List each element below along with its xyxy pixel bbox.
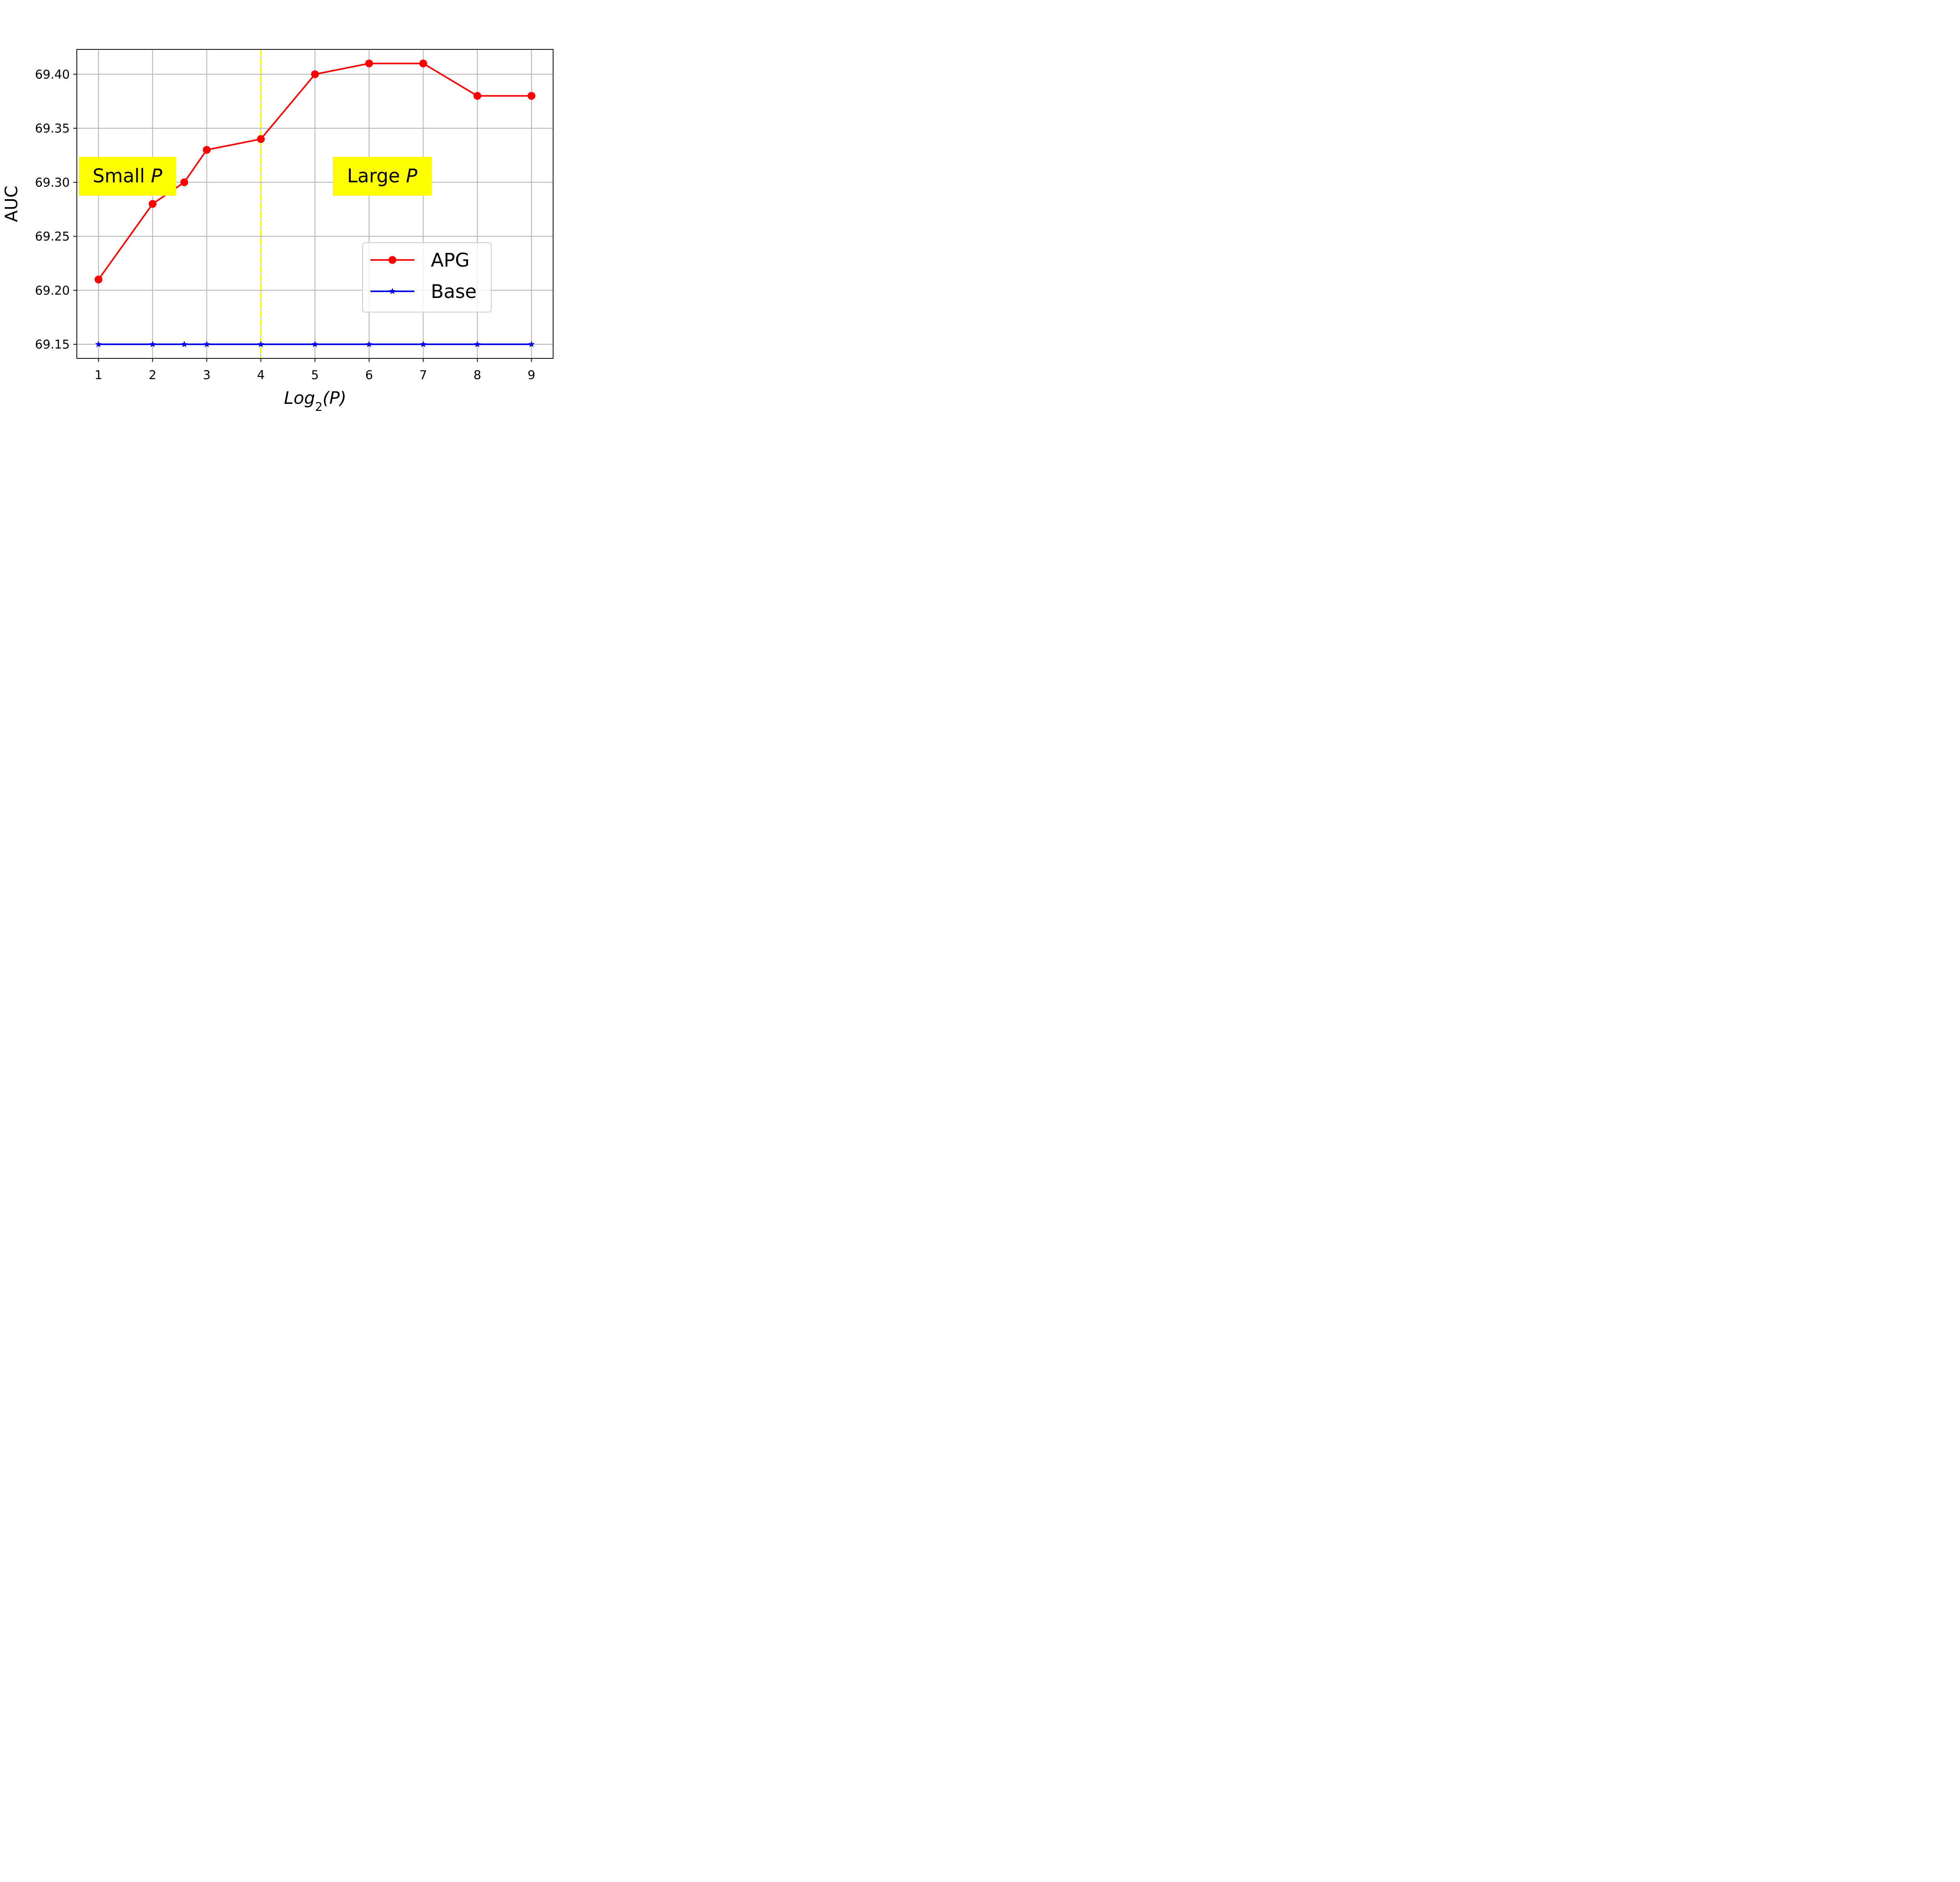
- data-point-apg: [527, 92, 535, 100]
- data-point-apg: [94, 275, 103, 283]
- legend-base-marker: [389, 288, 396, 294]
- grid: [77, 49, 553, 358]
- data-point-apg: [365, 59, 373, 67]
- x-tick-label: 9: [528, 368, 535, 382]
- data-point-apg: [203, 146, 211, 154]
- annotation-small-p-box: [79, 157, 176, 196]
- y-tick-label: 69.15: [35, 338, 70, 352]
- annotation-large-p: Large P: [333, 157, 432, 196]
- y-tick-label: 69.20: [35, 283, 70, 298]
- y-tick-label: 69.30: [35, 176, 70, 190]
- y-tick-label: 69.35: [35, 122, 70, 136]
- data-point-base: [203, 341, 210, 347]
- annotation-small-p-text: Small P: [93, 165, 162, 187]
- data-point-base: [474, 341, 481, 347]
- legend-apg-label: APG: [431, 249, 470, 271]
- x-tick-label: 7: [419, 368, 427, 382]
- x-tick-label: 1: [94, 368, 102, 382]
- data-point-base: [149, 341, 156, 347]
- data-point-apg: [180, 178, 189, 186]
- annotation-large-p-box: [333, 157, 432, 196]
- x-tick-label: 2: [149, 368, 156, 382]
- data-point-apg: [149, 200, 157, 208]
- data-point-apg: [473, 92, 481, 100]
- y-tick-label: 69.25: [35, 230, 70, 244]
- legend: APG Base: [362, 242, 492, 312]
- data-point-base: [311, 341, 319, 347]
- x-tick-label: 5: [311, 368, 319, 382]
- y-axis-label: AUC: [2, 185, 22, 222]
- legend-apg-marker: [388, 256, 396, 264]
- x-tick-label: 8: [474, 368, 481, 382]
- annotation-large-p-text: Large P: [347, 165, 417, 187]
- x-tick-label: 4: [257, 368, 265, 382]
- x-tick-label: 3: [203, 368, 211, 382]
- data-point-base: [366, 341, 373, 347]
- x-axis-label: Log2(P): [284, 388, 346, 412]
- x-tick-label: 6: [365, 368, 373, 382]
- data-point-apg: [257, 135, 265, 143]
- legend-base-label: Base: [431, 281, 477, 303]
- line-chart: 1 2 3 4 5 6 7 8 969.1569.2069.2569.3069.3569.40 …: [2, 49, 554, 412]
- data-point-apg: [419, 59, 427, 67]
- data-point-base: [528, 341, 535, 347]
- ticks: 1 2 3 4 5 6 7 8 9 69.15 69.20 69.25 69.30 69.35 69.40: [35, 67, 535, 382]
- data-point-base: [181, 341, 188, 347]
- data-point-base: [257, 341, 264, 347]
- y-tick-label: 69.40: [35, 67, 70, 82]
- data-point-apg: [311, 70, 319, 78]
- annotation-small-p: Small P: [79, 157, 176, 196]
- data-point-base: [420, 341, 427, 347]
- data-point-base: [95, 341, 102, 347]
